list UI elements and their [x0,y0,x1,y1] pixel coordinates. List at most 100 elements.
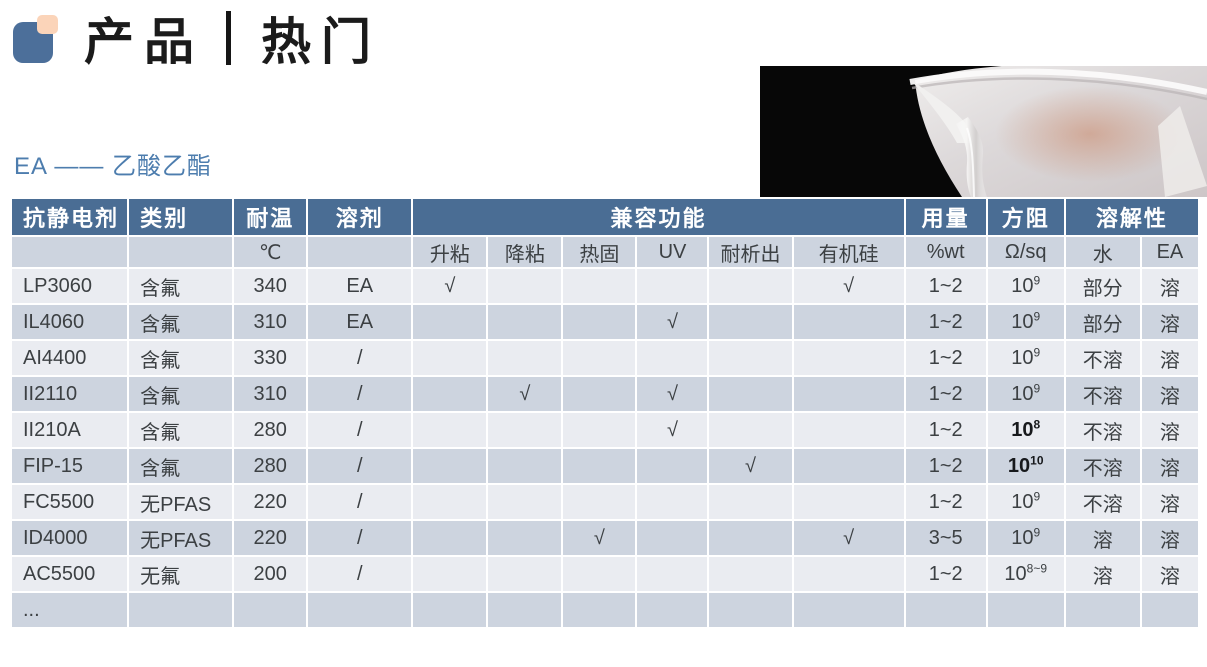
cell-sheet-resistance: 109 [985,303,1066,341]
cell-ea-solubility: 溶 [1139,555,1201,593]
cell-dosage: 1~2 [903,303,988,341]
cell-precipitation-resistance [707,411,794,449]
cell-water-solubility: 部分 [1063,303,1142,341]
subheader-category [127,235,235,269]
pouring-liquid-image [760,66,1207,197]
cell-precipitation-resistance [707,303,794,341]
cell-ea-solubility: 溶 [1139,519,1201,557]
table-row: II210A 含氟 280/ √ 1~2 108 不溶溶 [9,411,1201,449]
column-header-product: 抗静电剂 [9,197,130,237]
cell-category [127,591,235,629]
cell-silicone [791,339,906,377]
cell-temp-resistance: 330 [232,339,309,377]
subheader-uv: UV [635,235,710,269]
subheader-ea-solubility: EA [1139,235,1201,269]
cell-viscosity-down [486,519,564,557]
page-title-primary: 产品 [84,14,204,70]
cell-viscosity-up [411,519,489,557]
cell-viscosity-down [486,483,564,521]
cell-sheet-resistance: 109 [985,519,1066,557]
cell-ea-solubility: 溶 [1139,483,1201,521]
cell-sheet-resistance: 109 [985,267,1066,305]
cell-uv: √ [635,411,710,449]
cell-solvent: / [306,483,414,521]
table-row: II2110 含氟 310/ √ √ 1~2 109 不溶溶 [9,375,1201,413]
table-row: FIP-15 含氟 280/ √ 1~2 1010 不溶溶 [9,447,1201,485]
cell-dosage: 1~2 [903,375,988,413]
cell-uv: √ [635,375,710,413]
cell-thermoset [561,591,638,629]
cell-thermoset: √ [561,519,638,557]
cell-viscosity-down [486,555,564,593]
product-photo [760,66,1207,197]
cell-precipitation-resistance [707,519,794,557]
cell-water-solubility: 不溶 [1063,375,1142,413]
cell-thermoset [561,339,638,377]
column-header-compatibility: 兼容功能 [411,197,906,237]
cell-uv [635,447,710,485]
cell-viscosity-up [411,591,489,629]
cell-ea-solubility: 溶 [1139,375,1201,413]
table-subheader-row: ℃ 升粘 降粘 热固 UV 耐析出 有机硅 %wt Ω/sq 水 EA [9,235,1201,269]
subheader-product [9,235,130,269]
cell-solvent: / [306,339,414,377]
cell-solvent [306,591,414,629]
cell-dosage: 1~2 [903,411,988,449]
cell-viscosity-down [486,303,564,341]
cell-silicone: √ [791,267,906,305]
cell-water-solubility: 不溶 [1063,447,1142,485]
cell-product: IL4060 [9,303,130,341]
page-title: 产品 热门 [84,6,381,70]
column-header-solubility: 溶解性 [1063,197,1201,237]
cell-product: FC5500 [9,483,130,521]
cell-ea-solubility: 溶 [1139,447,1201,485]
cell-category: 含氟 [127,447,235,485]
cell-ea-solubility: 溶 [1139,303,1201,341]
subheader-silicone: 有机硅 [791,235,906,269]
cell-viscosity-up [411,411,489,449]
cell-uv [635,267,710,305]
subheader-dosage: %wt [903,235,988,269]
cell-viscosity-up [411,339,489,377]
cell-product: ID4000 [9,519,130,557]
cell-thermoset [561,267,638,305]
cell-sheet-resistance: 108 [985,411,1066,449]
table-row: ... [9,591,1201,629]
cell-temp-resistance: 310 [232,303,309,341]
cell-category: 无PFAS [127,483,235,521]
cell-sheet-resistance: 108~9 [985,555,1066,593]
cell-temp-resistance: 220 [232,519,309,557]
cell-sheet-resistance: 1010 [985,447,1066,485]
cell-thermoset [561,411,638,449]
column-header-dosage: 用量 [903,197,988,237]
cell-temp-resistance: 280 [232,411,309,449]
cell-dosage: 1~2 [903,447,988,485]
cell-water-solubility [1063,591,1142,629]
cell-category: 含氟 [127,303,235,341]
cell-category: 含氟 [127,375,235,413]
cell-sheet-resistance: 109 [985,339,1066,377]
cell-category: 无PFAS [127,519,235,557]
table-row: ID4000 无PFAS 220/√ √ 3~5 109 溶溶 [9,519,1201,557]
cell-thermoset [561,483,638,521]
logo-peach-square-icon [37,15,58,34]
cell-product: II210A [9,411,130,449]
cell-uv [635,339,710,377]
column-header-solvent: 溶剂 [306,197,414,237]
cell-sheet-resistance: 109 [985,483,1066,521]
cell-water-solubility: 不溶 [1063,411,1142,449]
subheader-thermoset: 热固 [561,235,638,269]
cell-solvent: EA [306,303,414,341]
subheader-sheet-resistance: Ω/sq [985,235,1066,269]
cell-viscosity-up [411,447,489,485]
section-subtitle: EA —— 乙酸乙酯 [14,153,213,180]
cell-viscosity-down [486,447,564,485]
cell-dosage: 1~2 [903,555,988,593]
column-header-category: 类别 [127,197,235,237]
cell-product: AC5500 [9,555,130,593]
cell-temp-resistance: 220 [232,483,309,521]
cell-ea-solubility [1139,591,1201,629]
cell-sheet-resistance [985,591,1066,629]
cell-category: 含氟 [127,267,235,305]
cell-viscosity-up [411,555,489,593]
